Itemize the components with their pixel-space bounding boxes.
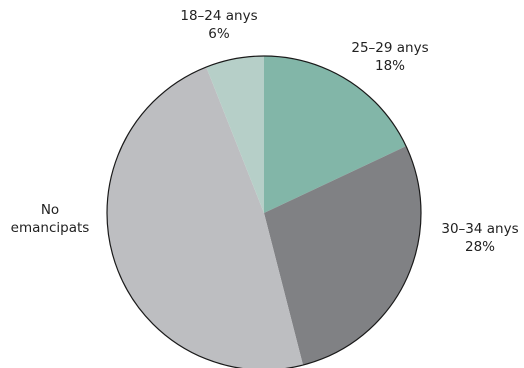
slice-label-30-34: 30–34 anys (441, 221, 518, 237)
slice-value-18-24: 6% (208, 26, 230, 42)
slice-label-no-emancipats-line1: No (41, 202, 59, 218)
slice-label-25-29: 25–29 anys (351, 40, 428, 56)
slice-label-18-24: 18–24 anys (180, 8, 257, 24)
pie-slice-25-29-anys (264, 56, 407, 213)
pie-slice-18-24-anys (206, 56, 264, 213)
pie-slice-30-34-anys (264, 146, 422, 366)
slice-value-30-34: 28% (465, 239, 495, 255)
slice-value-25-29: 18% (375, 58, 405, 74)
pie-slices (107, 56, 422, 368)
pie-outline (106, 55, 422, 368)
pie-slice-no-emancipats (107, 67, 304, 368)
slice-label-no-emancipats-line2: emancipats (11, 220, 90, 236)
